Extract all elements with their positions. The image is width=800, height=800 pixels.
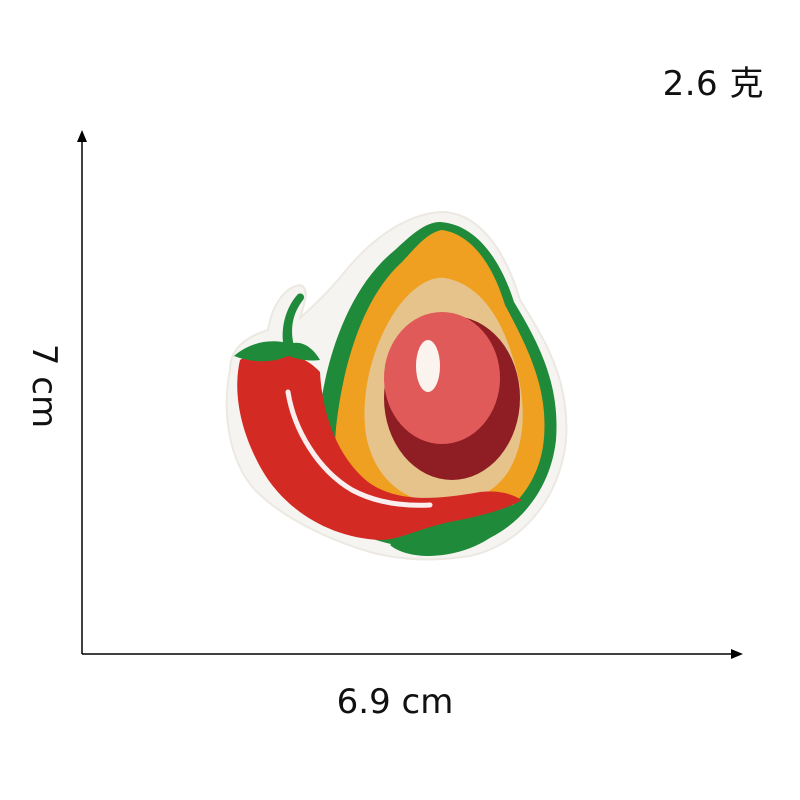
chili-pepper-highlight	[285, 389, 433, 508]
height-axis-arrow-icon	[77, 130, 87, 142]
avocado-pit	[384, 312, 500, 444]
width-axis-arrow-icon	[731, 649, 743, 659]
height-dimension-label: 7 cm	[24, 343, 64, 429]
pepper-stem	[282, 293, 305, 348]
pepper-leaf	[390, 505, 520, 556]
pit-highlight	[416, 340, 440, 392]
pepper-calyx	[234, 341, 320, 362]
width-dimension-label: 6.9 cm	[336, 682, 454, 722]
weight-label: 2.6 克	[662, 64, 764, 104]
chili-pepper-body	[237, 351, 522, 540]
